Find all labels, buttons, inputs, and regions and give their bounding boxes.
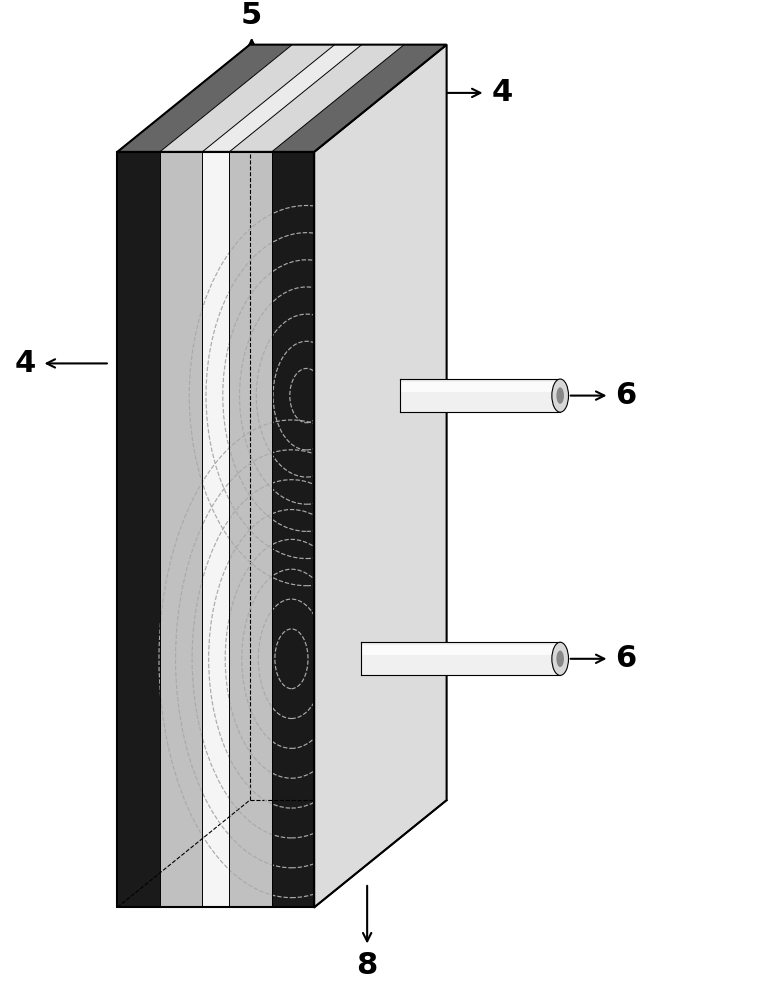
- Polygon shape: [360, 642, 560, 675]
- Text: 6: 6: [615, 644, 637, 673]
- Ellipse shape: [556, 651, 564, 667]
- Text: 4: 4: [491, 78, 512, 107]
- Polygon shape: [202, 45, 362, 152]
- Polygon shape: [229, 45, 404, 152]
- Polygon shape: [360, 645, 560, 655]
- Polygon shape: [229, 152, 272, 907]
- Ellipse shape: [552, 379, 569, 412]
- Ellipse shape: [552, 642, 569, 675]
- Polygon shape: [400, 379, 560, 412]
- Ellipse shape: [556, 387, 564, 404]
- Polygon shape: [117, 152, 160, 907]
- Polygon shape: [272, 45, 447, 152]
- Text: 8: 8: [357, 951, 378, 980]
- Polygon shape: [160, 45, 335, 152]
- Polygon shape: [272, 152, 314, 907]
- Polygon shape: [314, 45, 447, 907]
- Text: 5: 5: [241, 1, 263, 30]
- Text: 4: 4: [14, 349, 36, 378]
- Polygon shape: [400, 382, 560, 392]
- Polygon shape: [117, 45, 292, 152]
- Text: 6: 6: [615, 381, 637, 410]
- Polygon shape: [160, 152, 202, 907]
- Polygon shape: [202, 152, 229, 907]
